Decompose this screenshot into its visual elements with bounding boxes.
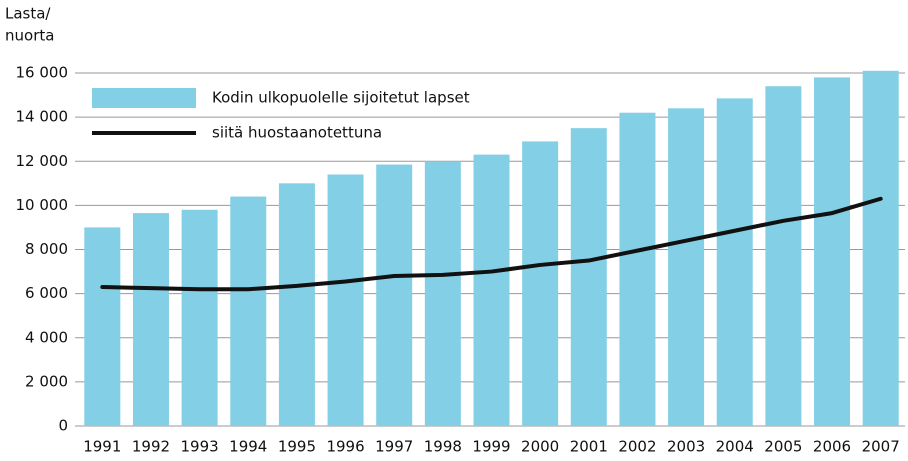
y-tick-label: 14 000 — [16, 108, 69, 126]
bar — [327, 174, 364, 426]
y-tick-label: 4 000 — [25, 328, 68, 346]
y-tick-label: 10 000 — [16, 196, 69, 214]
x-tick-label: 1997 — [375, 438, 413, 456]
x-tick-label: 1994 — [229, 438, 267, 456]
bar — [376, 164, 413, 426]
x-tick-label: 2000 — [521, 438, 559, 456]
bar — [765, 86, 802, 427]
bar — [181, 209, 218, 426]
x-tick-label: 2003 — [667, 438, 705, 456]
bar — [668, 108, 705, 427]
x-tick-label: 1991 — [83, 438, 121, 456]
x-tick-label: 1998 — [424, 438, 462, 456]
bar — [230, 196, 267, 426]
bar — [814, 77, 851, 426]
x-tick-label: 2006 — [813, 438, 851, 456]
legend-label: Kodin ulkopuolelle sijoitetut lapset — [212, 89, 470, 107]
y-axis-label: Lasta/ — [5, 5, 51, 23]
bar — [84, 227, 121, 426]
bar — [862, 70, 899, 426]
x-tick-label: 1996 — [326, 438, 364, 456]
bar — [716, 98, 753, 426]
y-tick-label: 16 000 — [16, 64, 69, 82]
bar — [424, 161, 461, 426]
x-tick-label: 2004 — [716, 438, 754, 456]
x-tick-label: 2001 — [570, 438, 608, 456]
y-tick-label: 2 000 — [25, 372, 68, 390]
bar — [619, 112, 656, 427]
bar — [278, 183, 315, 426]
y-tick-label: 0 — [58, 417, 68, 435]
y-tick-label: 6 000 — [25, 284, 68, 302]
y-tick-label: 12 000 — [16, 152, 69, 170]
bar — [522, 141, 559, 427]
x-tick-label: 1992 — [132, 438, 170, 456]
x-tick-label: 1995 — [278, 438, 316, 456]
x-tick-label: 2005 — [764, 438, 802, 456]
bar — [473, 154, 510, 426]
x-tick-label: 1993 — [181, 438, 219, 456]
y-axis-label: nuorta — [5, 27, 54, 45]
bar — [132, 213, 169, 426]
x-tick-label: 2002 — [618, 438, 656, 456]
bar — [570, 128, 607, 426]
x-tick-label: 1999 — [472, 438, 510, 456]
line — [100, 196, 883, 292]
x-tick-label: 2007 — [862, 438, 900, 456]
y-tick-label: 8 000 — [25, 240, 68, 258]
legend-label: siitä huostaanotettuna — [212, 124, 382, 142]
legend-swatch — [92, 88, 196, 108]
